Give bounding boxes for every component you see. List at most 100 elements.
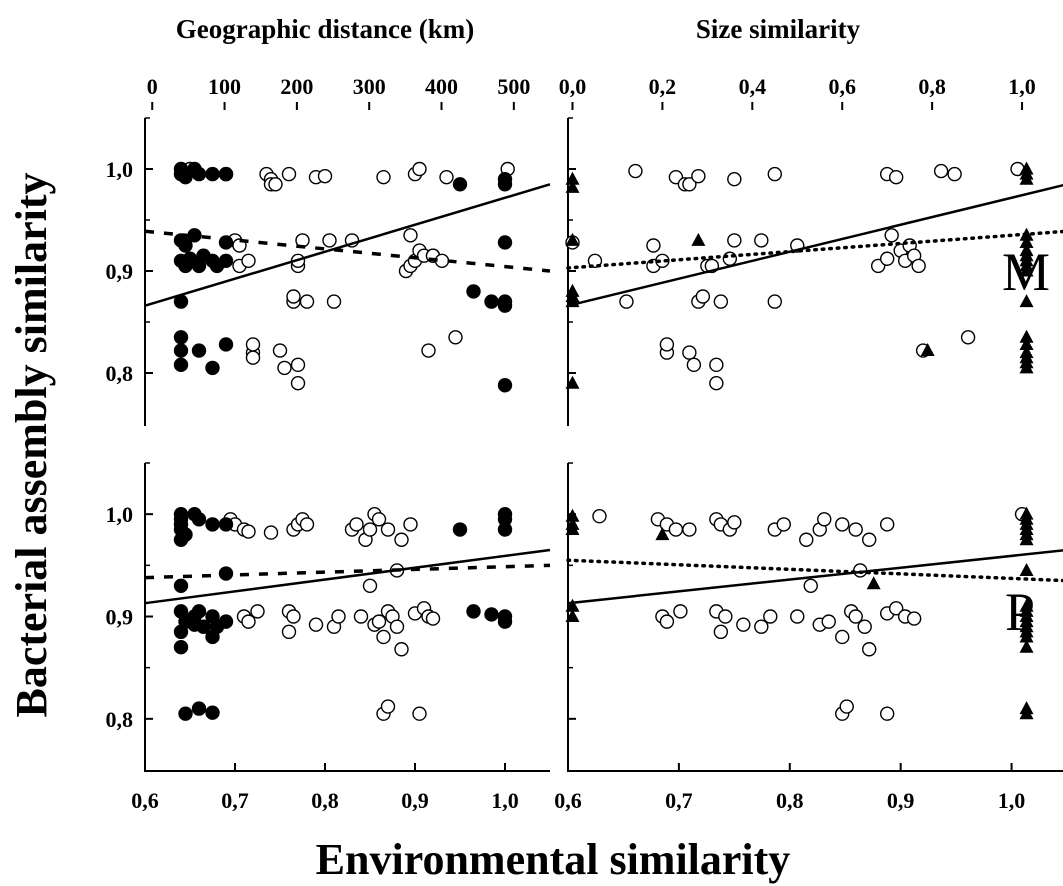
data-point-open: [412, 706, 427, 721]
data-point-open: [241, 253, 256, 268]
data-point-open: [888, 601, 904, 616]
data-point-open: [835, 517, 850, 532]
bottom-tick-label-right: 0,6: [554, 788, 582, 813]
top-tick-label-geo: 100: [208, 74, 241, 99]
bottom-tick-label-right: 1,0: [998, 788, 1026, 813]
data-point-open: [659, 614, 675, 629]
data-point-triangle: [1019, 639, 1034, 653]
data-point-filled: [497, 235, 513, 250]
data-point-open: [879, 251, 895, 266]
data-point-triangle: [655, 527, 670, 541]
bottom-tick-label-left: 0,8: [311, 788, 339, 813]
regression-line-env-left: [144, 183, 551, 307]
bottom-tick-label-right: 0,8: [776, 788, 804, 813]
top-tick-label-size: 0,2: [649, 74, 677, 99]
data-point-open: [380, 699, 396, 714]
data-point-filled: [218, 337, 234, 352]
data-point-open: [673, 604, 688, 619]
data-point-triangle: [1019, 294, 1034, 308]
data-point-open: [933, 163, 949, 179]
right-top-title: Size similarity: [696, 14, 861, 44]
data-point-open: [960, 330, 976, 345]
data-point-open: [308, 617, 324, 632]
data-point-filled: [205, 705, 220, 720]
data-point-open: [861, 532, 877, 547]
data-point-open: [241, 614, 256, 629]
data-point-open: [767, 294, 782, 309]
data-point-filled: [484, 294, 499, 309]
data-point-triangle: [1019, 234, 1034, 248]
data-point-filled: [218, 253, 234, 268]
data-point-filled: [466, 284, 481, 299]
data-point-open: [299, 517, 315, 532]
data-point-filled: [187, 617, 202, 632]
data-point-open: [286, 289, 301, 304]
top-tick-label-geo: 200: [280, 74, 313, 99]
data-point-open: [911, 258, 926, 274]
data-point-triangle: [565, 598, 580, 612]
data-point-triangle: [565, 508, 580, 522]
regression-line-env-left: [144, 548, 551, 605]
data-point-open: [691, 168, 706, 184]
data-point-filled: [173, 330, 189, 345]
data-point-open: [857, 619, 872, 634]
data-point-open: [884, 228, 899, 243]
data-point-open: [403, 517, 418, 532]
bottom-tick-label-left: 0,7: [221, 788, 249, 813]
data-point-open: [448, 330, 463, 345]
data-point-open: [250, 604, 265, 619]
data-point-triangle: [1019, 532, 1034, 546]
data-point-filled: [466, 604, 481, 619]
data-point-open: [655, 253, 670, 268]
data-point-open: [709, 376, 724, 391]
data-point-triangle: [565, 609, 580, 622]
data-point-open: [326, 294, 342, 309]
data-point-open: [281, 166, 297, 182]
top-tick-label-size: 0,8: [918, 74, 946, 99]
data-point-open: [268, 177, 283, 192]
data-point-open: [277, 360, 292, 376]
data-point-triangle: [1019, 336, 1034, 350]
data-point-open: [879, 706, 895, 721]
data-point-open: [754, 619, 769, 634]
data-point-triangle: [565, 232, 580, 246]
data-point-open: [389, 619, 405, 634]
data-point-open: [394, 642, 409, 657]
data-point-filled: [191, 512, 207, 527]
data-point-open: [376, 169, 391, 185]
x-axis-title: Environmental similarity: [316, 835, 791, 884]
data-point-filled: [218, 166, 234, 182]
data-point-open: [668, 522, 684, 537]
bottom-tick-label-left: 0,9: [401, 788, 429, 813]
data-point-open: [682, 345, 697, 360]
data-point-open: [281, 624, 297, 640]
data-point-open: [713, 624, 729, 640]
data-point-open: [754, 233, 769, 248]
data-point-triangle: [1019, 263, 1034, 277]
data-point-open: [888, 169, 904, 185]
y-tick-label: 1,0: [106, 157, 134, 182]
data-point-filled: [452, 522, 468, 537]
y-axis-title: Bacterial assembly similarity: [7, 172, 56, 717]
y-tick-label: 1,0: [106, 502, 134, 527]
data-point-filled: [191, 701, 207, 716]
data-point-open: [421, 343, 436, 358]
data-point-filled: [205, 166, 220, 182]
data-point-filled: [205, 629, 220, 645]
data-point-open: [349, 517, 364, 532]
bottom-tick-label-left: 1,0: [491, 788, 519, 813]
data-point-open: [861, 642, 877, 657]
y-tick-label: 0,8: [106, 361, 134, 386]
data-point-open: [331, 609, 346, 624]
data-point-open: [790, 609, 805, 624]
data-point-filled: [452, 177, 468, 192]
data-point-open: [362, 522, 378, 537]
data-point-filled: [173, 343, 189, 358]
data-point-triangle: [1019, 629, 1034, 643]
data-point-open: [906, 611, 922, 626]
data-point-filled: [497, 522, 513, 537]
data-point-open: [839, 699, 854, 714]
data-point-filled: [497, 171, 513, 187]
data-point-open: [394, 532, 409, 547]
data-point-open: [763, 609, 778, 624]
